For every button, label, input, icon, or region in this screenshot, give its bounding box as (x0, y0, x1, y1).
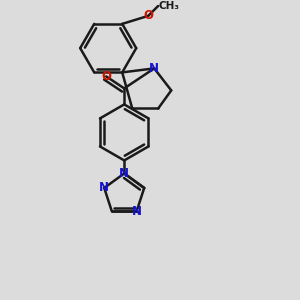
Text: O: O (143, 9, 153, 22)
Text: N: N (132, 205, 142, 218)
Text: CH₃: CH₃ (158, 1, 179, 11)
Text: N: N (119, 167, 129, 180)
Text: N: N (99, 182, 109, 194)
Text: N: N (149, 62, 159, 75)
Text: O: O (101, 70, 111, 83)
